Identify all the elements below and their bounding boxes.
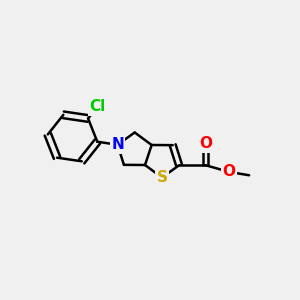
Text: Cl: Cl <box>89 99 106 114</box>
Text: O: O <box>223 164 236 179</box>
Text: O: O <box>199 136 212 151</box>
Text: N: N <box>111 137 124 152</box>
Text: S: S <box>157 170 167 185</box>
